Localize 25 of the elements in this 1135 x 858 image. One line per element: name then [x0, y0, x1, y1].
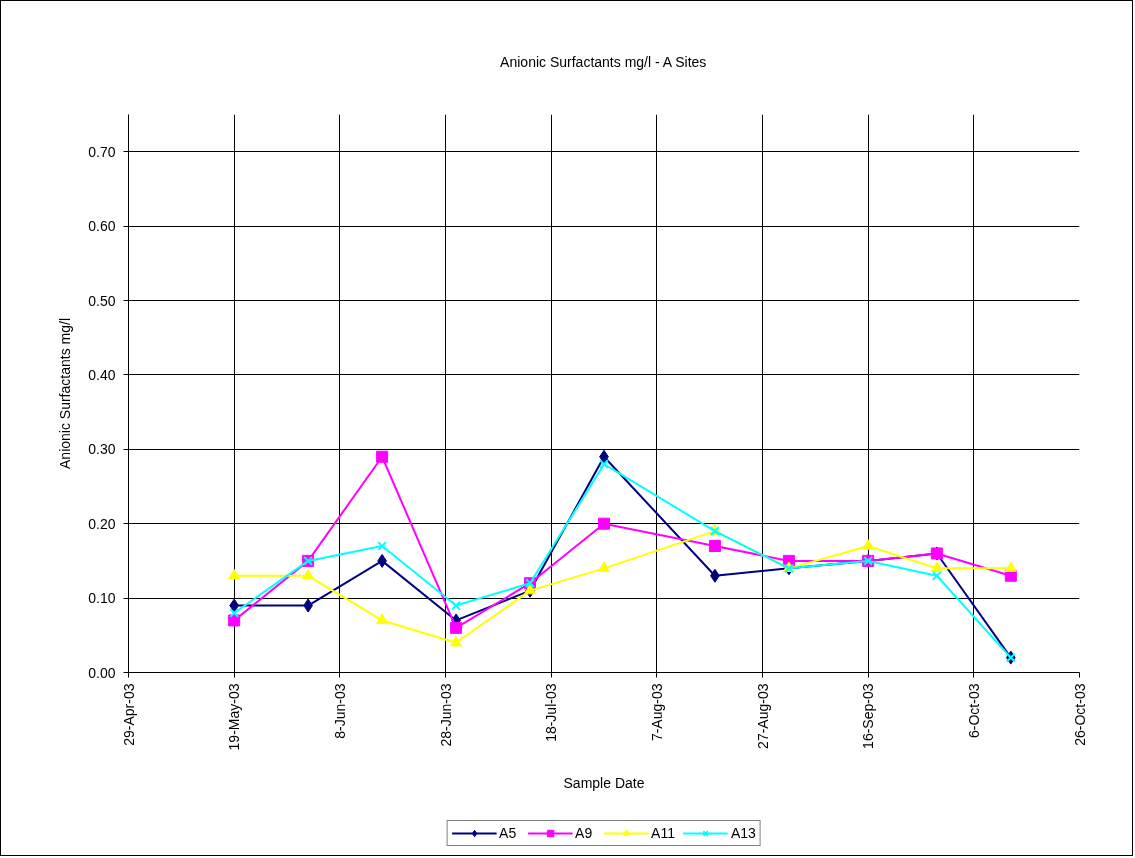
- x-tick-label: 28-Jun-03: [437, 683, 454, 747]
- y-tick-label: 0.20: [88, 515, 116, 532]
- x-tick-label: 6-Oct-03: [965, 683, 982, 738]
- y-tick-label: 0.10: [88, 590, 116, 607]
- y-tick-label: 0.50: [88, 292, 116, 309]
- y-tick-label: 0.60: [88, 218, 116, 235]
- y-axis-title: Anionic Surfactants mg/l: [57, 318, 74, 469]
- legend-label: A11: [651, 825, 675, 841]
- x-tick-label: 16-Sep-03: [860, 683, 877, 749]
- y-tick-label: 0.40: [88, 366, 116, 383]
- x-tick-label: 26-Oct-03: [1071, 683, 1088, 746]
- legend-label: A5: [499, 825, 518, 841]
- x-tick-label: 18-Jul-03: [543, 683, 560, 742]
- x-tick-label: 19-May-03: [226, 683, 243, 751]
- x-tick-label: 27-Aug-03: [754, 683, 771, 749]
- y-tick-label: 0.00: [88, 664, 116, 681]
- y-tick-label: 0.70: [88, 143, 116, 160]
- legend-label: A9: [575, 825, 594, 841]
- x-axis-title: Sample Date: [563, 775, 645, 792]
- chart-title: Anionic Surfactants mg/l - A Sites: [500, 53, 707, 70]
- legend-label: A13: [730, 825, 756, 841]
- x-tick-label: 7-Aug-03: [648, 683, 665, 742]
- y-tick-label: 0.30: [88, 441, 116, 458]
- x-tick-label: 8-Jun-03: [331, 683, 348, 739]
- x-tick-label: 29-Apr-03: [120, 683, 137, 746]
